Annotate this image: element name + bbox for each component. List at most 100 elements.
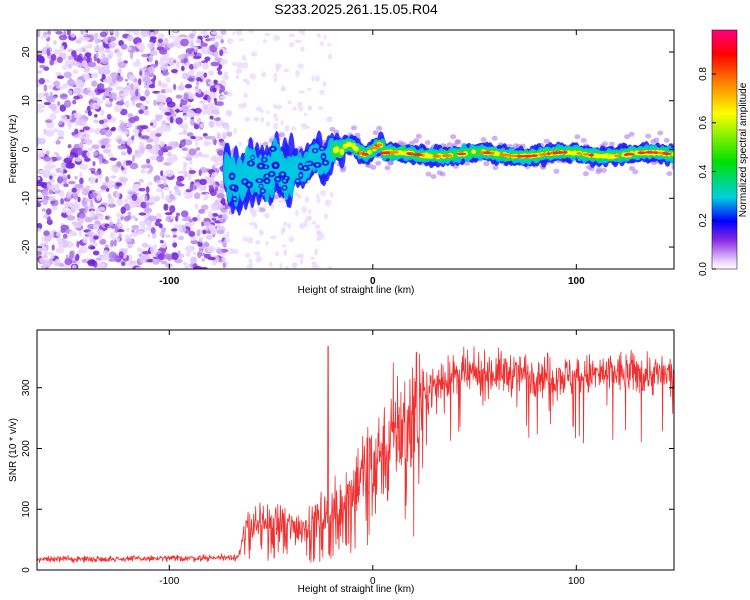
spectrogram-cell	[141, 135, 150, 140]
spectrogram-cell	[41, 190, 49, 197]
spectrogram-cell	[53, 80, 61, 88]
spectrogram-cell	[116, 75, 124, 82]
spectrogram-cell	[157, 33, 165, 39]
spectrogram-cell	[297, 194, 302, 199]
spectrogram-cell	[87, 61, 97, 68]
spectrogram-cell	[37, 202, 42, 208]
spectrogram-cell	[209, 104, 216, 112]
spectrogram-cell	[160, 124, 165, 130]
spectrogram-cell	[41, 208, 47, 213]
spectrogram-cell	[145, 143, 153, 150]
spectrogram-cell	[110, 175, 117, 179]
spectrogram-cell	[37, 244, 46, 252]
spectrogram-cell	[105, 215, 109, 220]
snr-frame	[36, 329, 675, 571]
spectrogram-cell	[60, 198, 65, 205]
spectrogram-cell	[220, 38, 224, 44]
x-tick-label: 0	[370, 276, 376, 287]
spectrogram-cell	[117, 138, 122, 144]
spectrogram-cell	[164, 88, 173, 93]
spectrogram-cell	[223, 238, 231, 244]
spectrogram-cell	[145, 138, 154, 143]
spectrogram-cell	[316, 193, 320, 200]
spectrogram-cell	[144, 89, 150, 97]
spectrogram-cell	[63, 71, 72, 79]
spectrogram-cell	[114, 30, 120, 38]
spectrogram-cell	[59, 104, 67, 112]
spectrogram-cell	[123, 130, 129, 135]
spectrogram-cell	[104, 69, 111, 75]
spectrogram-cell	[91, 144, 100, 150]
spectrogram-cell	[125, 30, 134, 33]
spectrogram-cell	[56, 231, 60, 237]
spectrogram-cell	[324, 199, 332, 207]
spectrogram-cell	[116, 198, 124, 206]
spectrogram-cell	[393, 151, 399, 154]
spectrogram-cell	[483, 151, 491, 155]
spectrogram-cell	[294, 192, 299, 197]
spectrogram-cell	[205, 234, 213, 240]
spectrogram-cell	[543, 138, 550, 144]
spectrogram-cell	[98, 156, 103, 165]
spectrogram-cell	[156, 180, 162, 184]
spectrogram-cell	[163, 203, 169, 211]
spectrogram-cell	[215, 119, 224, 127]
spectrogram-cell	[145, 186, 150, 194]
spectrogram-cell	[139, 96, 146, 102]
spectrogram-cell	[155, 218, 162, 223]
spectrogram-cell	[59, 263, 64, 268]
spectrogram-cell	[65, 162, 74, 169]
spectrogram-cell	[96, 58, 101, 64]
spectrogram-cell	[216, 248, 223, 254]
spectrogram-cell	[203, 90, 210, 95]
spectrogram-cell	[136, 198, 141, 205]
spectrogram-cell	[85, 185, 91, 191]
spectrogram-cell	[526, 154, 533, 158]
spectrogram-cell	[516, 154, 526, 158]
spectrogram-cell	[43, 230, 50, 237]
spectrogram-cell	[92, 161, 96, 167]
spectrogram-cell	[316, 198, 321, 204]
spectrogram-cell	[197, 213, 201, 222]
spectrogram-cell	[211, 109, 220, 115]
spectrogram-cell	[305, 125, 310, 129]
spectrogram-cell	[126, 194, 131, 201]
spectrogram-cell	[39, 169, 49, 175]
spectrogram-cell	[137, 247, 141, 252]
spectrogram-cell	[147, 41, 155, 50]
spectrogram-cell	[37, 151, 43, 159]
spectrogram-cell	[107, 180, 116, 185]
spectrogram-cell	[172, 239, 176, 243]
spectrogram-cell	[79, 171, 83, 180]
spectrogram-cell	[382, 151, 392, 155]
spectrogram-cell	[204, 141, 213, 145]
spectrogram-cell	[64, 99, 72, 108]
spectrogram-cell	[327, 266, 333, 269]
colorbar-tick-label: 0.0	[698, 262, 709, 276]
spectrogram-cell	[253, 223, 258, 230]
spectrogram-cell	[283, 248, 288, 256]
spectrogram-cell	[199, 100, 206, 104]
spectrogram-cell	[62, 206, 67, 214]
spectrogram-cell	[85, 116, 89, 122]
spectrogram-cell	[129, 51, 134, 60]
spectrogram-cell	[197, 90, 202, 95]
spectrogram-cell	[56, 138, 60, 145]
spectrogram-cell	[198, 208, 206, 214]
spectrogram-cell	[91, 80, 98, 87]
spectrogram-cell	[280, 120, 284, 126]
spectrogram-cell	[192, 55, 202, 60]
colorbar-gradient	[711, 29, 738, 270]
spectrogram-cell	[179, 139, 186, 147]
spectrogram-cell	[149, 122, 154, 126]
spectrogram-x-axis: -100 0 100	[159, 30, 585, 287]
spectrogram-cell	[259, 164, 263, 168]
spectrogram-cell	[95, 52, 99, 58]
y-tick-label: -20	[21, 239, 32, 254]
spectrogram-cell	[55, 247, 65, 254]
spectrogram-cell	[119, 90, 123, 94]
spectrogram-cell	[124, 78, 128, 82]
spectrogram-cell	[134, 183, 141, 187]
spectrogram-cell	[107, 36, 117, 42]
